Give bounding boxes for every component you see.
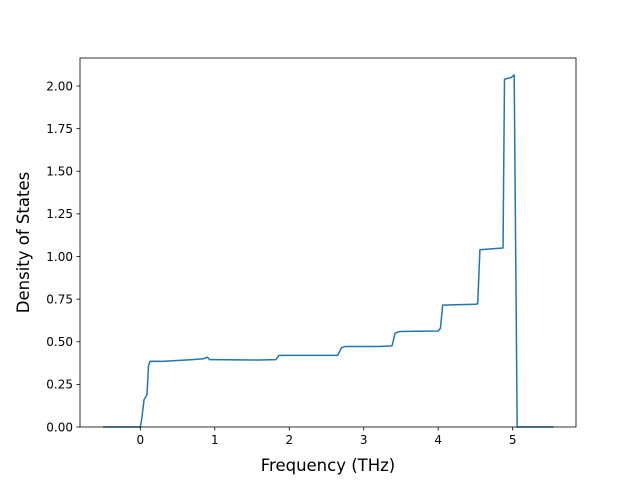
x-tick-label: 5 <box>509 433 517 447</box>
y-tick-label: 1.75 <box>46 122 73 136</box>
y-tick-label: 0.75 <box>46 292 73 306</box>
y-tick-label: 1.25 <box>46 207 73 221</box>
x-tick-label: 0 <box>137 433 145 447</box>
y-axis-ticks: 0.00 0.25 0.50 0.75 1.00 1.25 1.50 1.75 2.00 <box>46 79 80 434</box>
y-axis-label: Density of States <box>14 172 33 313</box>
x-tick-label: 1 <box>211 433 219 447</box>
x-tick-label: 4 <box>434 433 442 447</box>
plot-area <box>103 74 554 428</box>
x-axis-label: Frequency (THz) <box>261 456 396 475</box>
x-tick-label: 2 <box>285 433 293 447</box>
x-axis-ticks: 0 1 2 3 4 5 <box>137 427 517 447</box>
y-tick-label: 2.00 <box>46 79 73 93</box>
y-tick-label: 0.50 <box>46 335 73 349</box>
dos-series-line <box>103 74 554 428</box>
y-tick-label: 0.00 <box>46 420 73 434</box>
y-tick-label: 0.25 <box>46 378 73 392</box>
y-tick-label: 1.00 <box>46 250 73 264</box>
x-tick-label: 3 <box>360 433 368 447</box>
axes-frame <box>79 57 577 428</box>
y-tick-label: 1.50 <box>46 165 73 179</box>
